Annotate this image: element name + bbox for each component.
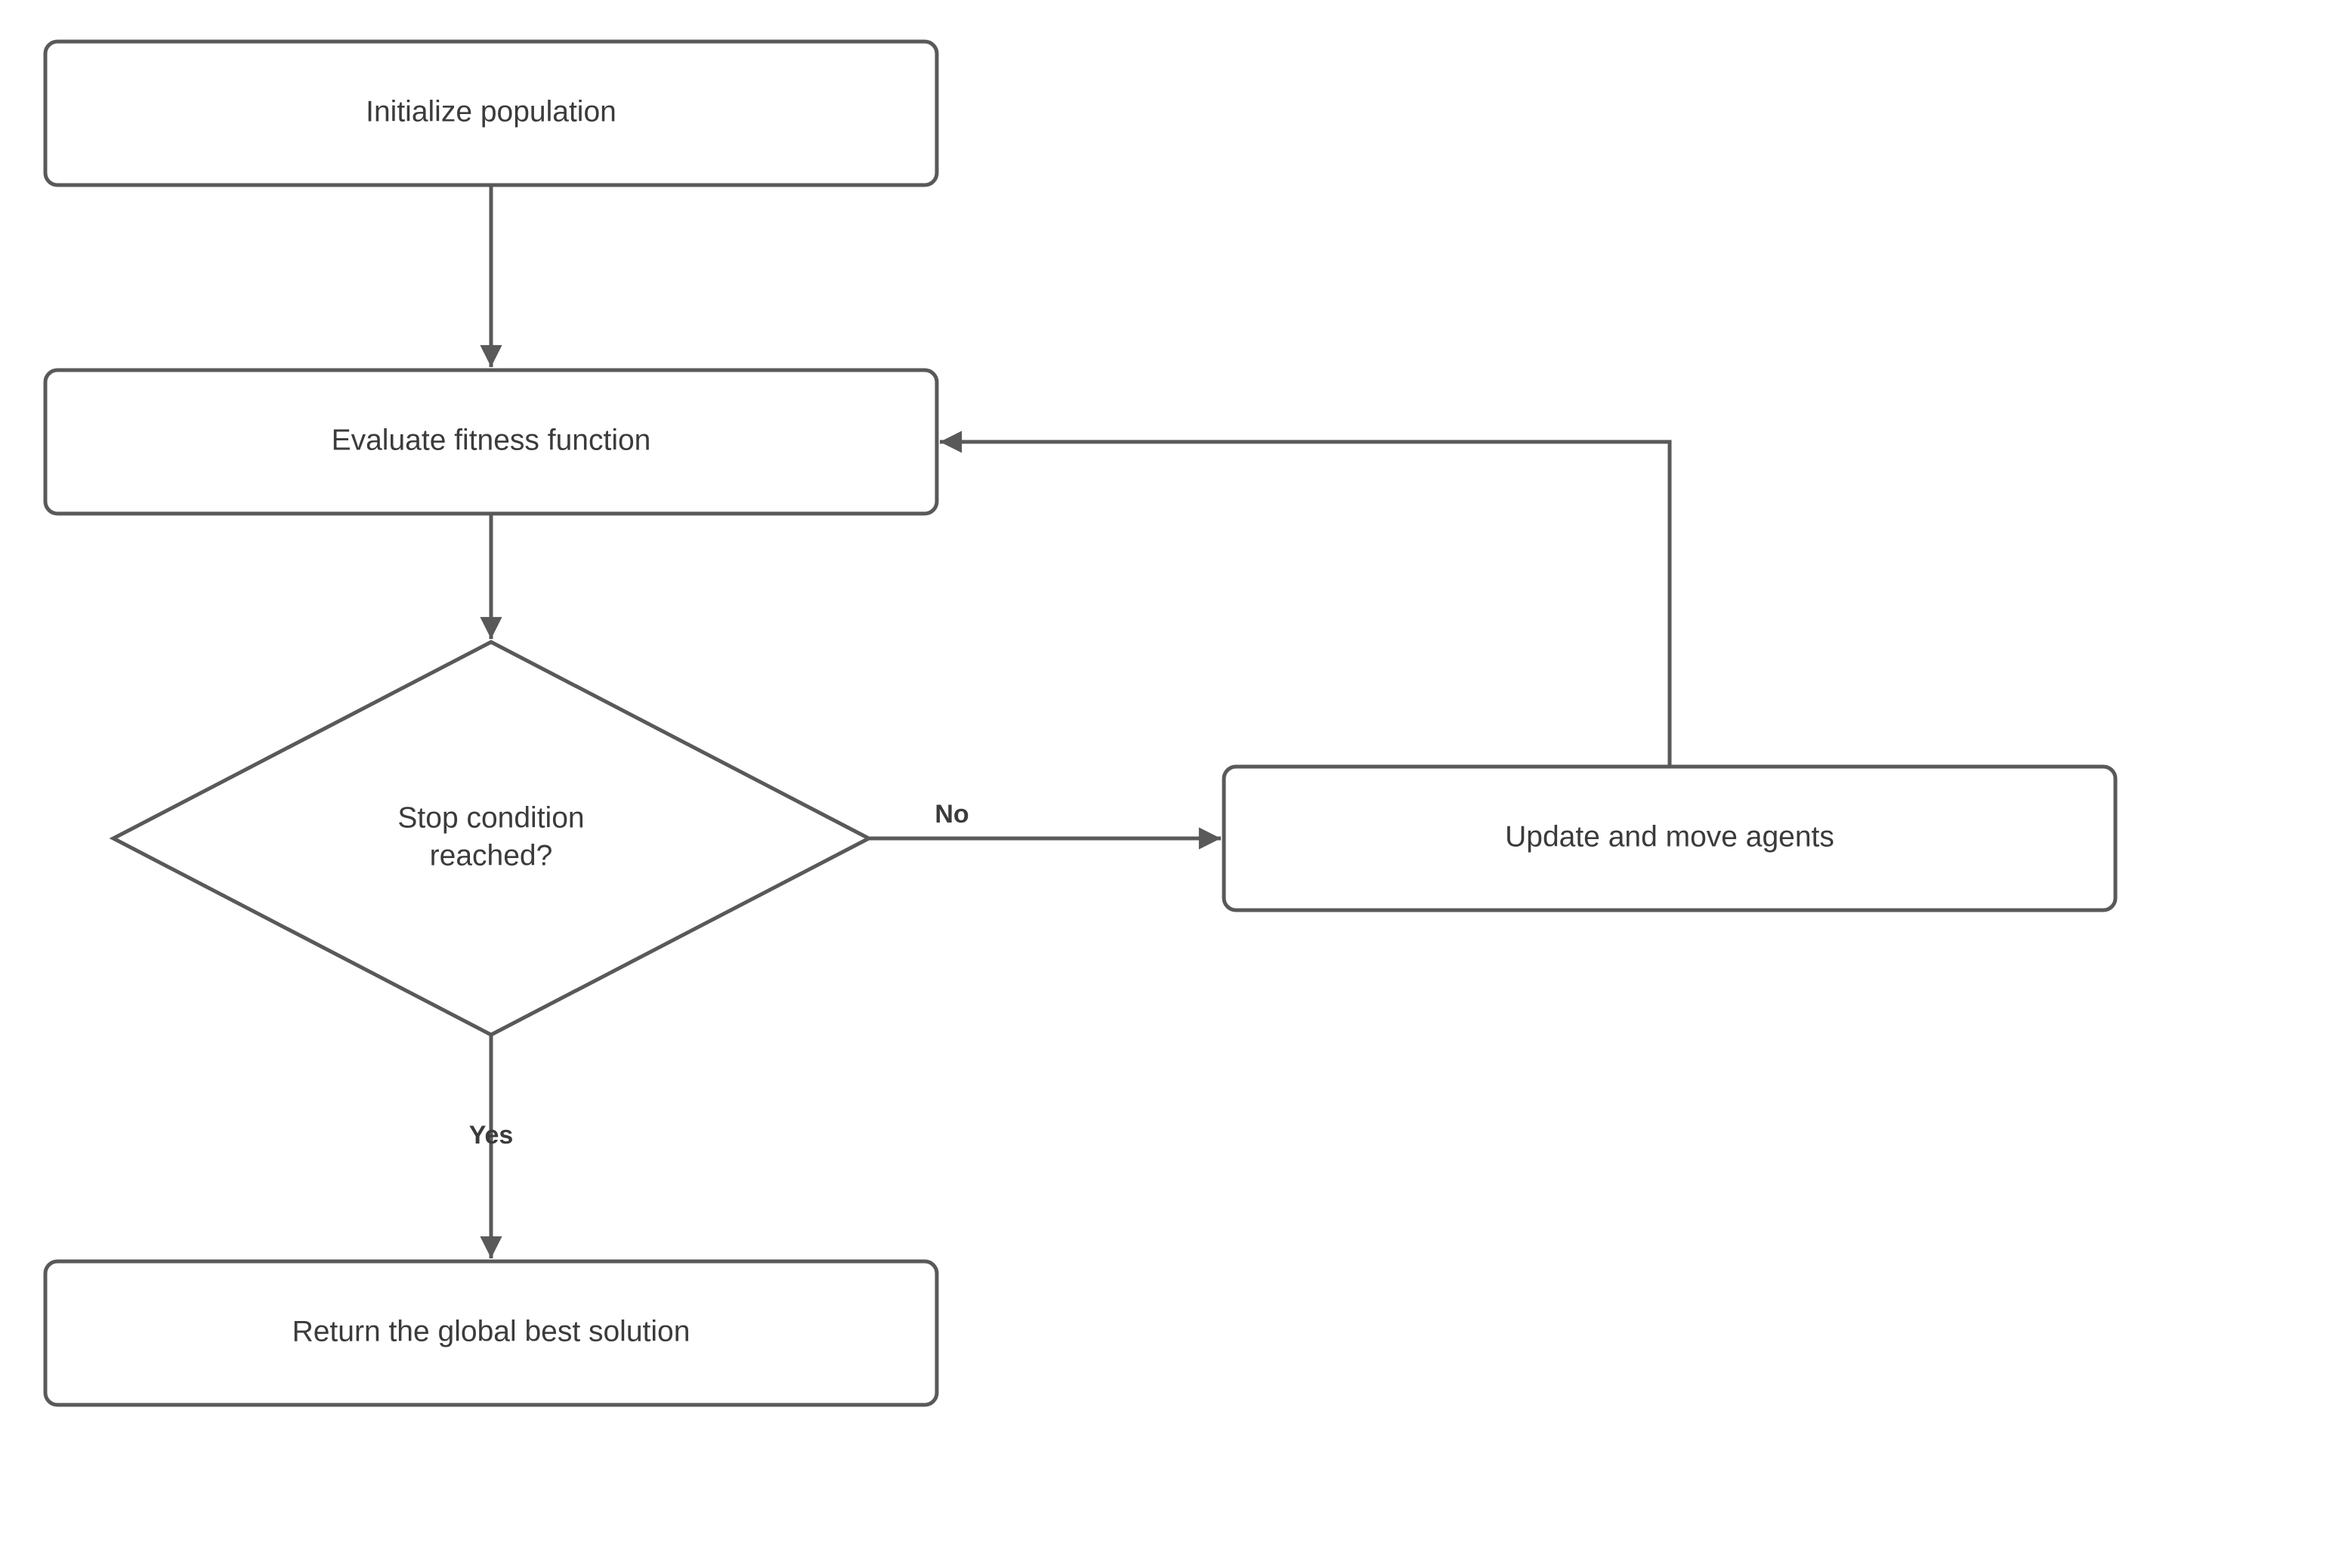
node-stop-label-1: Stop condition [397,801,584,834]
node-update-label: Update and move agents [1505,820,1834,853]
nodes-group [45,42,2115,1405]
node-return-label: Return the global best solution [292,1315,691,1347]
edges-group [491,185,1670,1258]
node-stop-label-2: reached? [430,839,553,872]
edge-label-yes: Yes [469,1121,514,1150]
node-stop [113,642,869,1035]
edge-update-to-eval [940,442,1670,767]
node-eval-label: Evaluate fitness function [332,424,651,456]
edge-label-no: No [935,800,969,829]
node-init-label: Initialize population [366,95,616,128]
flowchart-canvas: No Yes Initialize population Evaluate fi… [0,0,2339,1568]
